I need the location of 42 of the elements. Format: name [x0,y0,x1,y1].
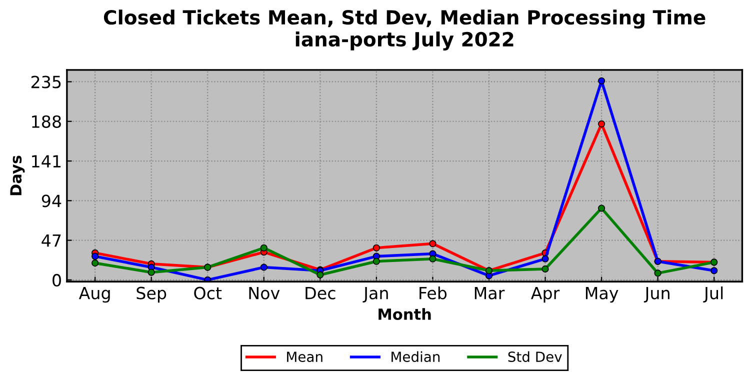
point [204,276,212,282]
point [598,120,606,128]
x-tick-label: Jan [362,286,388,302]
legend-label: Median [392,351,440,362]
point [429,240,436,248]
x-tick-label: Mar [474,286,505,300]
point [598,204,606,212]
x-tick-label: Oct [194,286,222,300]
point [372,244,380,252]
point [260,264,268,271]
y-tick-label: 141 [32,155,61,168]
point [710,267,718,274]
x-axis-title: Month [378,308,431,320]
x-tick-label: Nov [249,286,280,300]
x-tick-label: Dec [306,286,336,300]
chart-title: Closed Tickets Mean, Std Dev, Median Processing Time iana-ports July 2022 [104,10,706,51]
point [598,77,606,84]
y-tick-label: 188 [32,115,61,128]
point [316,271,324,278]
x-tick-label: Jul [703,286,723,302]
x-tick-label: Sep [136,286,166,303]
y-tick-label: 47 [42,234,61,247]
point [654,270,662,277]
point [429,255,436,262]
x-tick-label: Jun [644,286,670,302]
y-tick-label: 0 [52,274,61,286]
legend-label: Mean [287,352,322,362]
x-tick-label: Feb [420,286,447,300]
point [542,265,549,273]
x-tick-label: Aug [78,286,110,303]
point [92,252,99,260]
point [260,244,268,252]
point [92,260,99,267]
x-tick-label: May [586,286,618,303]
x-tick-label: Apr [530,286,560,303]
legend-label: Std Dev [508,351,562,362]
point [372,258,380,265]
y-axis-title: Days [10,156,25,196]
point [148,268,155,276]
y-tick-label: 235 [31,76,61,88]
y-tick-label: 94 [42,194,62,208]
point [542,255,549,262]
